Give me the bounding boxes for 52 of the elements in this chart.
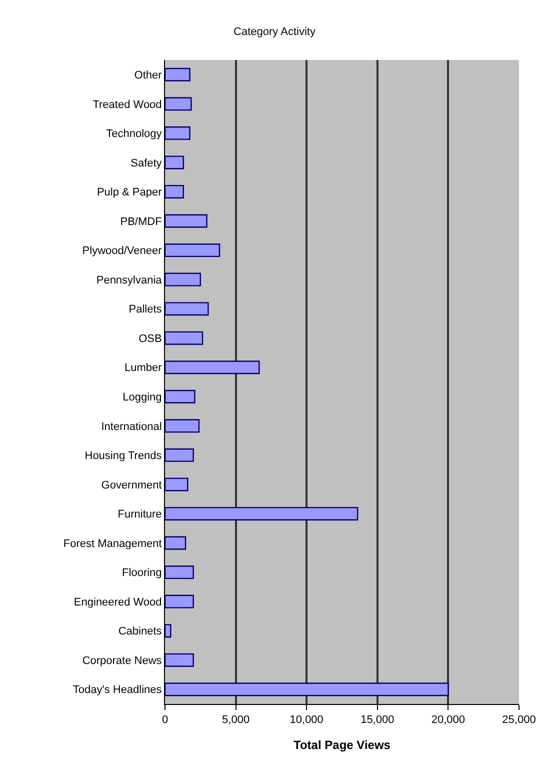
y-tick-label: Housing Trends (84, 450, 162, 462)
y-tick-label: Government (101, 479, 162, 492)
x-tick-label: 10,000 (290, 714, 324, 726)
bar (165, 302, 209, 316)
y-tick-label: Technology (106, 128, 162, 140)
bar (165, 478, 188, 492)
x-axis-title: Total Page Views (294, 738, 391, 752)
bar (165, 506, 358, 520)
bar (165, 97, 192, 111)
bar (165, 682, 449, 696)
bar (165, 214, 208, 228)
bar (165, 360, 260, 374)
y-tick-label: Forest Management (63, 538, 162, 550)
x-tick-label: 25,000 (502, 714, 536, 726)
y-tick-label: Today's Headlines (72, 684, 162, 696)
bar (165, 156, 184, 170)
y-tick-label: Pulp & Paper (96, 186, 162, 199)
bar (165, 272, 201, 286)
bar (165, 594, 194, 608)
y-tick-label: Logging (122, 391, 162, 404)
y-tick-label: Safety (130, 157, 162, 170)
bar (165, 448, 194, 462)
bar (165, 653, 194, 667)
y-tick-label: Pallets (128, 304, 162, 316)
bar (165, 536, 186, 550)
y-tick-label: Cabinets (118, 626, 162, 638)
y-tick-label: Plywood/Veneer (82, 245, 162, 258)
y-tick-label: PB/MDF (120, 216, 162, 228)
y-tick-label: Treated Wood (92, 98, 162, 111)
y-tick-label: Other (134, 69, 162, 82)
chart-title: Category Activity (234, 26, 316, 38)
bar (165, 244, 220, 258)
x-tick-label: 15,000 (360, 714, 394, 726)
y-tick-label: Engineered Wood (74, 596, 162, 608)
bar (165, 566, 194, 580)
bar (165, 419, 200, 433)
bar (165, 68, 190, 82)
x-tick-label: 0 (162, 714, 168, 726)
y-tick-label: Corporate News (82, 654, 162, 667)
y-tick-label: International (101, 420, 162, 433)
bar (165, 624, 172, 638)
y-tick-label: OSB (138, 332, 162, 345)
y-tick-label: Pennsylvania (96, 274, 163, 286)
y-tick-label: Flooring (122, 567, 162, 580)
y-tick-label: Lumber (124, 362, 162, 374)
bar (165, 126, 190, 140)
y-tick-label: Furniture (118, 508, 162, 521)
bar (165, 390, 196, 404)
x-tick-label: 20,000 (431, 714, 466, 726)
bar (165, 184, 184, 198)
x-tick-label: 5,000 (222, 714, 250, 726)
bar (165, 331, 204, 345)
